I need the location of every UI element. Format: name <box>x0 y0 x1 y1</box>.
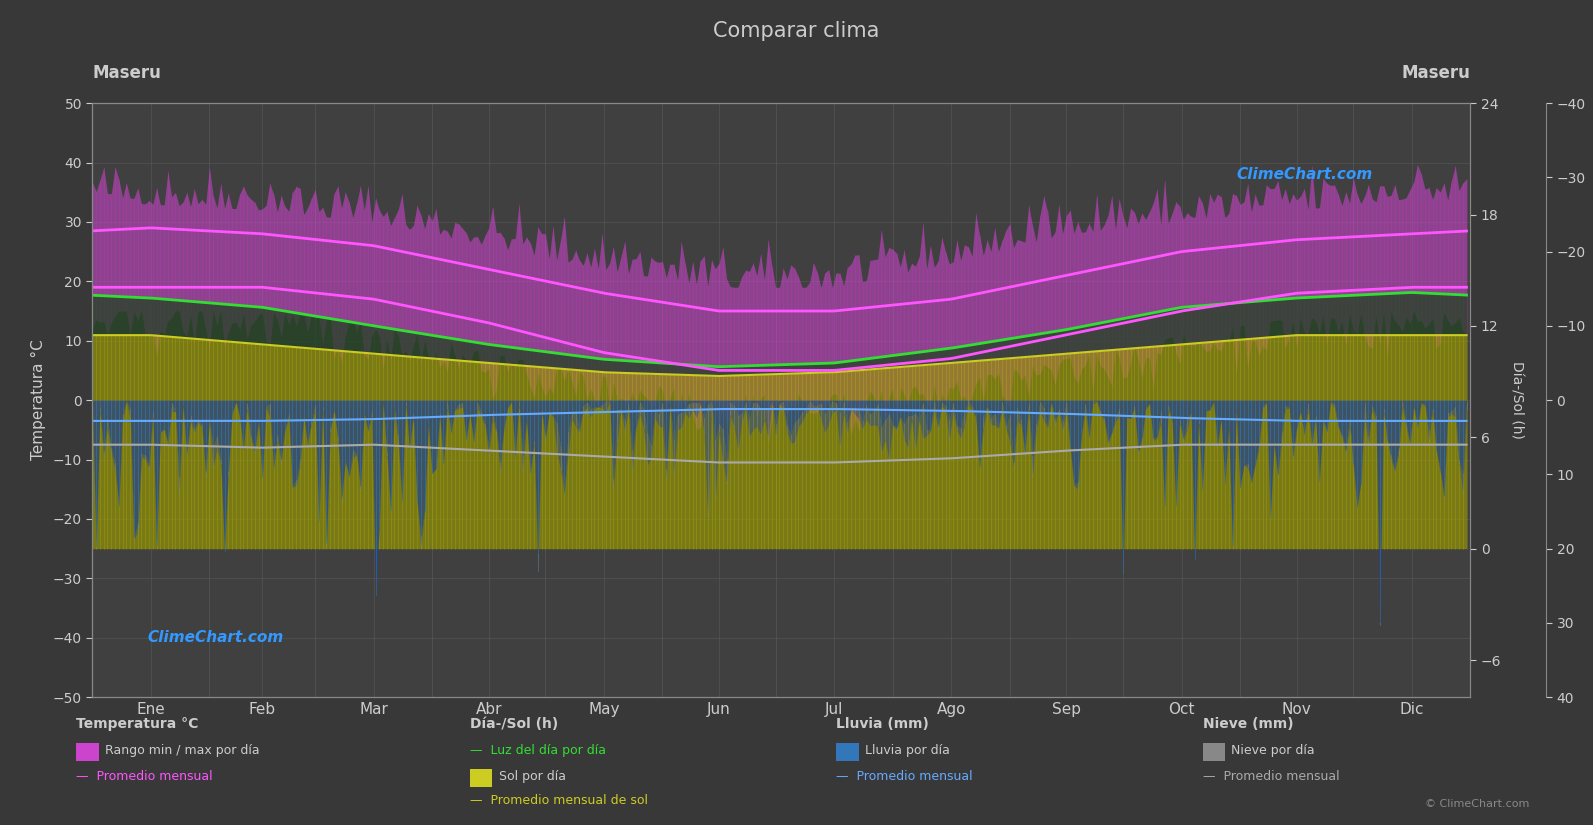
Text: Lluvia por día: Lluvia por día <box>865 744 949 757</box>
Text: Maseru: Maseru <box>1402 64 1470 82</box>
Text: Lluvia (mm): Lluvia (mm) <box>836 717 929 731</box>
Y-axis label: Temperatura °C: Temperatura °C <box>30 340 46 460</box>
Text: © ClimeChart.com: © ClimeChart.com <box>1424 799 1529 808</box>
Text: ClimeChart.com: ClimeChart.com <box>1236 167 1372 182</box>
Text: Temperatura °C: Temperatura °C <box>76 717 199 731</box>
Text: Sol por día: Sol por día <box>499 770 566 783</box>
Text: Nieve por día: Nieve por día <box>1231 744 1314 757</box>
Y-axis label: Día-/Sol (h): Día-/Sol (h) <box>1510 361 1523 439</box>
Text: Maseru: Maseru <box>92 64 161 82</box>
Text: —  Promedio mensual: — Promedio mensual <box>76 770 213 783</box>
Text: Rango min / max por día: Rango min / max por día <box>105 744 260 757</box>
Text: Nieve (mm): Nieve (mm) <box>1203 717 1294 731</box>
Text: Comparar clima: Comparar clima <box>714 21 879 40</box>
Text: —  Promedio mensual: — Promedio mensual <box>836 770 973 783</box>
Text: —  Promedio mensual de sol: — Promedio mensual de sol <box>470 794 648 808</box>
Text: ClimeChart.com: ClimeChart.com <box>148 630 284 645</box>
Text: —  Promedio mensual: — Promedio mensual <box>1203 770 1340 783</box>
Text: Día-/Sol (h): Día-/Sol (h) <box>470 717 558 731</box>
Text: —  Luz del día por día: — Luz del día por día <box>470 744 605 757</box>
